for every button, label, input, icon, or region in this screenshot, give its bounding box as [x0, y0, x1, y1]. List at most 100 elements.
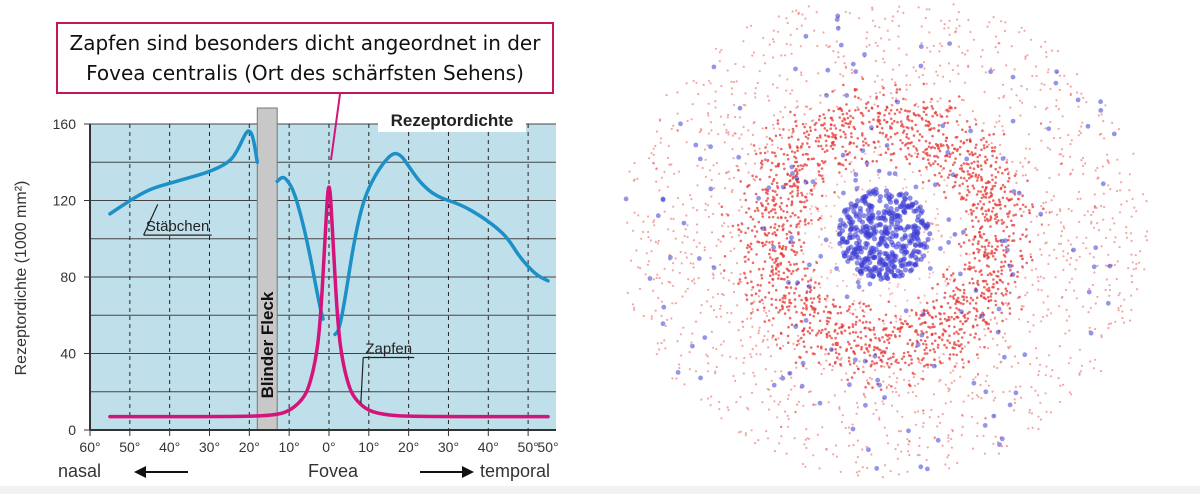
rod-dot [1080, 159, 1083, 162]
rod-dot [1000, 360, 1003, 363]
cone-dot [876, 242, 882, 248]
rod-dot [754, 87, 757, 90]
rod-dot [945, 277, 949, 281]
rod-dot [868, 120, 871, 124]
rod-dot [669, 281, 672, 284]
rod-dot [858, 302, 861, 305]
rod-dot [1122, 321, 1126, 324]
rod-dot [1130, 253, 1133, 256]
receptor-distribution-image [623, 3, 1149, 479]
rod-dot [861, 114, 865, 117]
rod-dot [763, 62, 767, 65]
rod-dot [874, 369, 877, 372]
rod-dot [773, 204, 776, 207]
rod-dot [985, 253, 988, 257]
rod-dot [746, 226, 750, 230]
rod-dot [793, 291, 796, 295]
rod-dot [727, 408, 730, 412]
rod-dot [808, 313, 812, 317]
rod-dot [818, 467, 821, 470]
rod-dot [791, 177, 795, 180]
rod-dot [696, 164, 699, 167]
cone-dot [921, 244, 927, 250]
cone-dot [884, 143, 890, 148]
rod-dot [794, 120, 797, 123]
rod-dot [910, 141, 913, 144]
rod-dot [710, 129, 713, 132]
rod-dot [956, 288, 960, 291]
rod-dot [951, 428, 954, 431]
rod-dot [1025, 228, 1028, 231]
rod-dot [1034, 65, 1037, 68]
rod-dot [961, 414, 964, 417]
rod-dot [1031, 258, 1034, 262]
rod-dot [988, 289, 991, 292]
rod-dot [816, 345, 820, 348]
rod-dot [841, 163, 844, 167]
rod-dot [767, 291, 771, 295]
cone-dot [959, 309, 964, 315]
cone-dot [857, 205, 863, 212]
rod-dot [933, 350, 937, 354]
rod-dot [886, 364, 889, 367]
rod-dot [965, 120, 969, 123]
rod-dot [795, 225, 798, 229]
rod-dot [827, 331, 831, 334]
rod-dot [893, 334, 897, 337]
rod-dot [1026, 291, 1029, 294]
rod-dot [909, 83, 912, 87]
rod-dot [994, 167, 997, 171]
rod-dot [867, 350, 870, 353]
rod-dot [1040, 45, 1043, 48]
rod-dot [1013, 280, 1017, 284]
rod-dot [751, 325, 754, 328]
rod-dot [958, 184, 961, 187]
rod-dot [763, 334, 766, 338]
rod-dot [958, 192, 961, 195]
rod-dot [776, 343, 779, 346]
rod-dot [945, 268, 949, 271]
rod-dot [822, 161, 825, 165]
rod-dot [957, 45, 961, 48]
rod-dot [740, 222, 744, 226]
rod-dot [822, 113, 825, 116]
rod-dot [839, 135, 843, 139]
rod-dot [671, 269, 674, 272]
rod-dot [1078, 373, 1081, 376]
rod-dot [1001, 171, 1004, 175]
rod-dot [1028, 330, 1031, 333]
rod-dot [750, 355, 753, 358]
rod-dot [816, 136, 819, 140]
rod-dot [917, 6, 920, 9]
rod-dot [809, 278, 813, 282]
rod-dot [1107, 161, 1110, 164]
rod-dot [1067, 362, 1071, 365]
rod-dot [943, 343, 946, 347]
rod-dot [872, 118, 875, 121]
rod-dot [965, 252, 968, 256]
cone-dot [893, 198, 899, 204]
rod-dot [803, 267, 806, 271]
rod-dot [751, 54, 754, 57]
rod-dot [1096, 295, 1099, 298]
cone-dot [847, 232, 853, 238]
rod-dot [864, 152, 867, 155]
rod-dot [825, 333, 829, 337]
rod-dot [633, 308, 636, 311]
rod-dot [1008, 176, 1011, 180]
rod-dot [1060, 153, 1063, 156]
rod-dot [850, 132, 853, 135]
rod-dot [853, 127, 857, 131]
rod-dot [802, 205, 805, 208]
rod-dot [835, 356, 839, 360]
rod-dot [839, 73, 842, 76]
rod-dot [1029, 38, 1033, 41]
rod-dot [1058, 345, 1061, 348]
rod-dot [866, 31, 869, 34]
rod-dot [771, 240, 774, 244]
rod-dot [1027, 133, 1030, 136]
rod-dot [801, 153, 805, 156]
rod-dot [753, 162, 756, 165]
rod-dot [974, 376, 977, 379]
cone-dot [647, 276, 653, 281]
